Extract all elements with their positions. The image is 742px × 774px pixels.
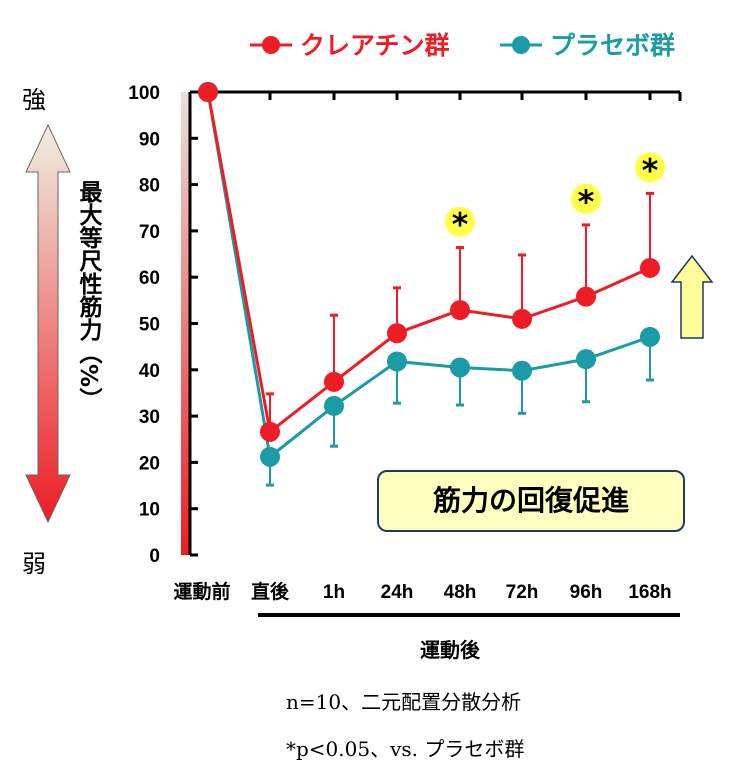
significance-highlight: [635, 152, 665, 183]
x-tick-label: 168h: [628, 582, 671, 603]
significance-mark: *: [452, 206, 469, 244]
data-point: [198, 82, 218, 102]
y-tick-label: 60: [139, 268, 160, 289]
x-tick-label: 直後: [251, 580, 290, 603]
series-line: [206, 91, 651, 460]
legend-label: プラセボ群: [550, 31, 675, 60]
legend-label: クレアチン群: [300, 31, 450, 60]
data-point: [576, 349, 596, 370]
y-tick-label: 30: [139, 407, 160, 428]
footnote-2: *p<0.05、vs. プラセボ群: [286, 737, 525, 761]
y-tick-label: 100: [128, 83, 160, 104]
x-tick-label: 1h: [323, 582, 345, 603]
data-point: [450, 357, 470, 378]
data-point: [387, 323, 407, 344]
y-tick-label: 40: [139, 361, 160, 382]
data-point: [387, 351, 407, 372]
significance-highlight: [445, 206, 475, 237]
axis-gradient-bar: [181, 92, 190, 555]
callout-box: 筋力の回復促進: [377, 470, 685, 532]
x-tick-label: 96h: [570, 582, 603, 603]
legend-marker: [512, 36, 530, 54]
series-line: [206, 91, 651, 435]
y-strong-label: 強: [22, 86, 46, 114]
data-point: [576, 286, 596, 307]
data-point: [640, 257, 660, 278]
x-tick-label: 24h: [381, 582, 414, 603]
strength-arrow-icon: [25, 123, 71, 524]
significance-mark: *: [578, 183, 595, 221]
data-point: [324, 395, 344, 416]
y-tick-label: 0: [149, 546, 160, 567]
data-point: [512, 360, 532, 381]
data-point: [512, 308, 532, 329]
data-point: [324, 371, 344, 392]
data-point: [640, 326, 660, 347]
y-tick-label: 90: [139, 129, 160, 150]
y-tick-label: 70: [139, 222, 160, 243]
ylabel: 最大等尺性筋力（%）: [75, 180, 101, 411]
improvement-arrow-icon: [670, 254, 714, 339]
x-tick-label: 72h: [506, 582, 539, 603]
x-tick-label: 運動前: [173, 580, 230, 603]
data-point: [450, 300, 470, 321]
y-tick-label: 50: [139, 315, 160, 336]
significance-highlight: [571, 183, 601, 214]
x-tick-label: 48h: [444, 582, 477, 603]
data-point: [260, 446, 280, 467]
y-tick-label: 10: [139, 500, 160, 521]
significance-mark: *: [642, 151, 659, 189]
legend-marker: [262, 36, 280, 54]
post-exercise-label: 運動後: [420, 638, 480, 662]
footnote-1: n=10、二元配置分散分析: [286, 690, 522, 714]
y-tick-label: 20: [139, 453, 160, 474]
y-weak-label: 弱: [22, 550, 46, 578]
data-point: [260, 421, 280, 442]
y-tick-label: 80: [139, 176, 160, 197]
